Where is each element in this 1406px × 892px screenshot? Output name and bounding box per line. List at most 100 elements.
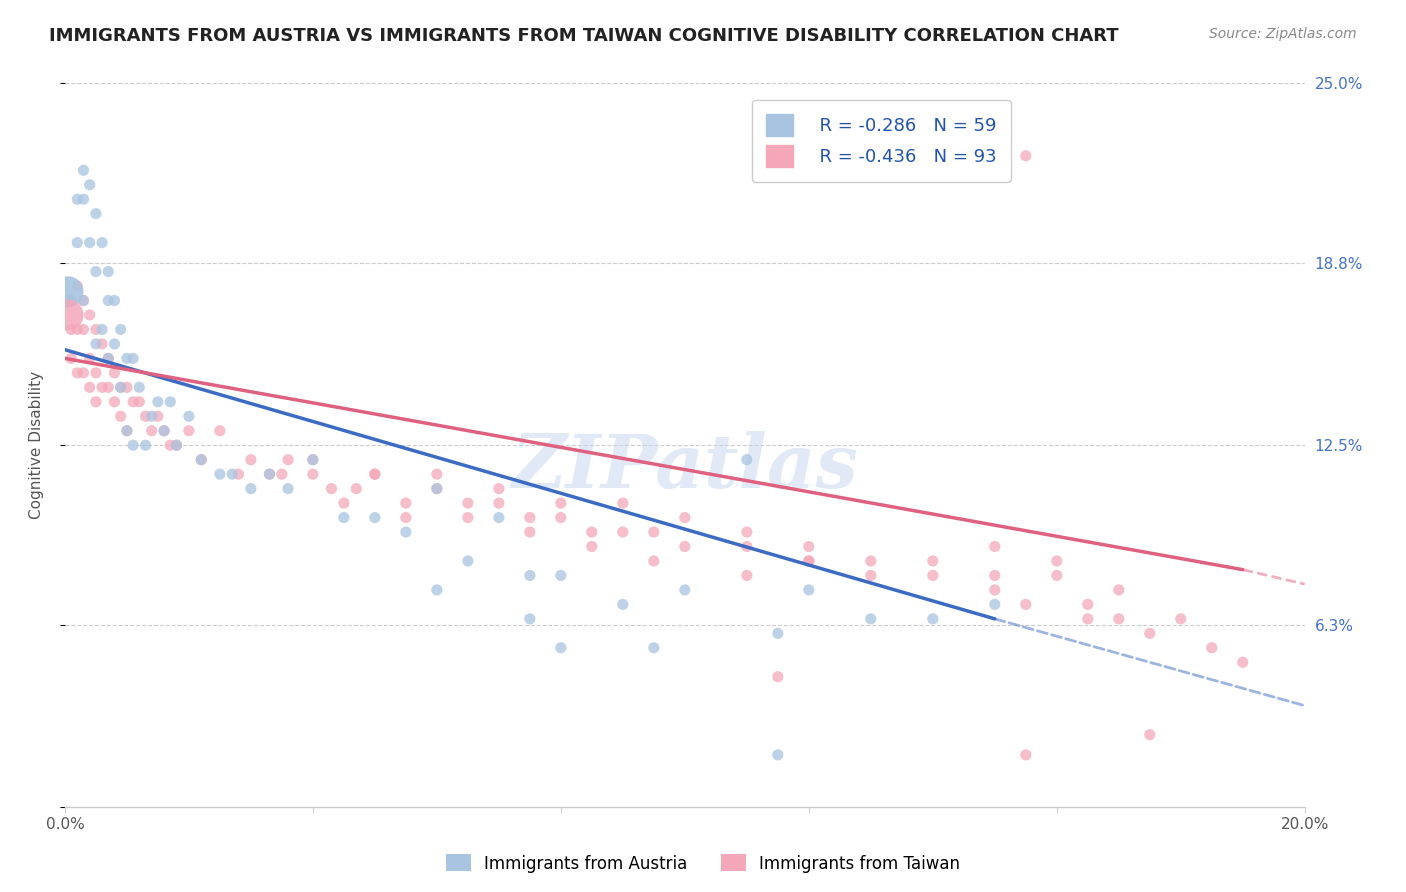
Point	[141, 409, 163, 424]
Point	[259, 467, 281, 482]
Point	[1015, 149, 1038, 163]
Y-axis label: Cognitive Disability: Cognitive Disability	[30, 371, 44, 519]
Point	[1108, 612, 1130, 626]
Point	[766, 670, 789, 684]
Point	[333, 496, 356, 510]
Point	[426, 582, 449, 597]
Point	[735, 452, 758, 467]
Point	[519, 524, 541, 539]
Point	[270, 467, 292, 482]
Point	[643, 524, 665, 539]
Point	[321, 482, 343, 496]
Point	[1046, 554, 1069, 568]
Point	[735, 568, 758, 582]
Point	[612, 524, 634, 539]
Point	[91, 380, 114, 394]
Point	[457, 554, 479, 568]
Point	[581, 540, 603, 554]
Point	[239, 482, 262, 496]
Point	[364, 467, 387, 482]
Point	[79, 351, 101, 366]
Point	[797, 540, 820, 554]
Point	[72, 293, 94, 308]
Point	[643, 640, 665, 655]
Point	[97, 264, 120, 278]
Point	[122, 351, 145, 366]
Point	[302, 452, 325, 467]
Point	[1139, 626, 1161, 640]
Point	[259, 467, 281, 482]
Point	[921, 554, 943, 568]
Point	[166, 438, 188, 452]
Point	[550, 568, 572, 582]
Point	[128, 394, 150, 409]
Point	[72, 322, 94, 336]
Point	[97, 351, 120, 366]
Point	[72, 293, 94, 308]
Point	[91, 337, 114, 351]
Point	[122, 394, 145, 409]
Point	[134, 409, 156, 424]
Point	[128, 380, 150, 394]
Point	[115, 424, 138, 438]
Point	[426, 482, 449, 496]
Point	[302, 467, 325, 482]
Point	[1015, 747, 1038, 762]
Point	[426, 482, 449, 496]
Point	[673, 510, 696, 524]
Point	[208, 467, 231, 482]
Point	[921, 612, 943, 626]
Point	[488, 482, 510, 496]
Point	[60, 293, 83, 308]
Point	[97, 351, 120, 366]
Point	[190, 452, 212, 467]
Point	[141, 424, 163, 438]
Point	[519, 510, 541, 524]
Point	[91, 322, 114, 336]
Point	[457, 510, 479, 524]
Point	[797, 554, 820, 568]
Point	[60, 351, 83, 366]
Point	[859, 568, 882, 582]
Point	[797, 554, 820, 568]
Point	[550, 510, 572, 524]
Text: ZIPatlas: ZIPatlas	[512, 431, 858, 503]
Point	[673, 540, 696, 554]
Legend: Immigrants from Austria, Immigrants from Taiwan: Immigrants from Austria, Immigrants from…	[439, 847, 967, 880]
Point	[159, 438, 181, 452]
Point	[984, 598, 1007, 612]
Point	[488, 510, 510, 524]
Point	[519, 568, 541, 582]
Point	[1046, 568, 1069, 582]
Point	[146, 394, 169, 409]
Point	[103, 337, 125, 351]
Point	[110, 380, 132, 394]
Point	[79, 178, 101, 192]
Point	[84, 394, 107, 409]
Point	[364, 510, 387, 524]
Point	[103, 293, 125, 308]
Point	[79, 308, 101, 322]
Point	[66, 279, 89, 293]
Point	[153, 424, 176, 438]
Point	[1170, 612, 1192, 626]
Text: IMMIGRANTS FROM AUSTRIA VS IMMIGRANTS FROM TAIWAN COGNITIVE DISABILITY CORRELATI: IMMIGRANTS FROM AUSTRIA VS IMMIGRANTS FR…	[49, 27, 1119, 45]
Point	[110, 322, 132, 336]
Legend:   R = -0.286   N = 59,   R = -0.436   N = 93: R = -0.286 N = 59, R = -0.436 N = 93	[752, 100, 1011, 182]
Text: Source: ZipAtlas.com: Source: ZipAtlas.com	[1209, 27, 1357, 41]
Point	[84, 322, 107, 336]
Point	[395, 524, 418, 539]
Point	[612, 496, 634, 510]
Point	[91, 235, 114, 250]
Point	[550, 640, 572, 655]
Point	[110, 409, 132, 424]
Point	[66, 366, 89, 380]
Point	[60, 293, 83, 308]
Point	[84, 366, 107, 380]
Point	[115, 351, 138, 366]
Point	[97, 380, 120, 394]
Point	[550, 496, 572, 510]
Point	[735, 540, 758, 554]
Point	[208, 424, 231, 438]
Point	[177, 409, 200, 424]
